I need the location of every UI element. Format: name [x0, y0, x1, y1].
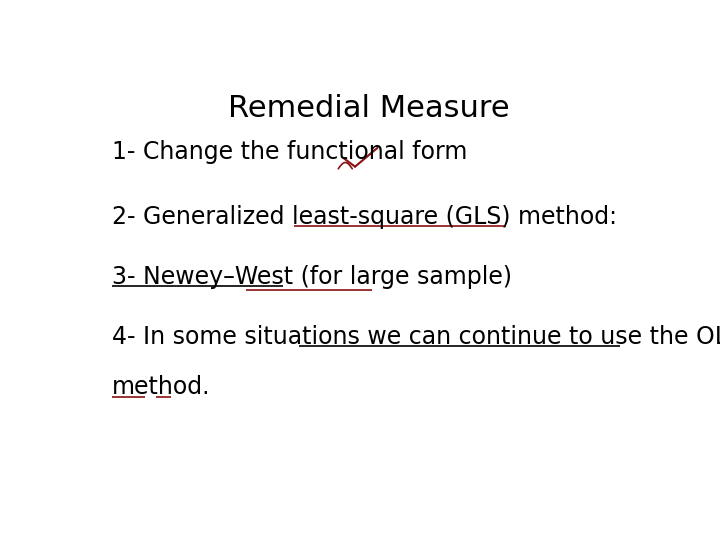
- Text: 1- Change the functional form: 1- Change the functional form: [112, 140, 468, 164]
- Text: 4- In some situations we can continue to use the OLS: 4- In some situations we can continue to…: [112, 325, 720, 349]
- Text: Remedial Measure: Remedial Measure: [228, 94, 510, 123]
- Text: method.: method.: [112, 375, 211, 399]
- Text: 2- Generalized least-square (GLS) method:: 2- Generalized least-square (GLS) method…: [112, 205, 617, 228]
- Text: 3- Newey–West (for large sample): 3- Newey–West (for large sample): [112, 265, 513, 289]
